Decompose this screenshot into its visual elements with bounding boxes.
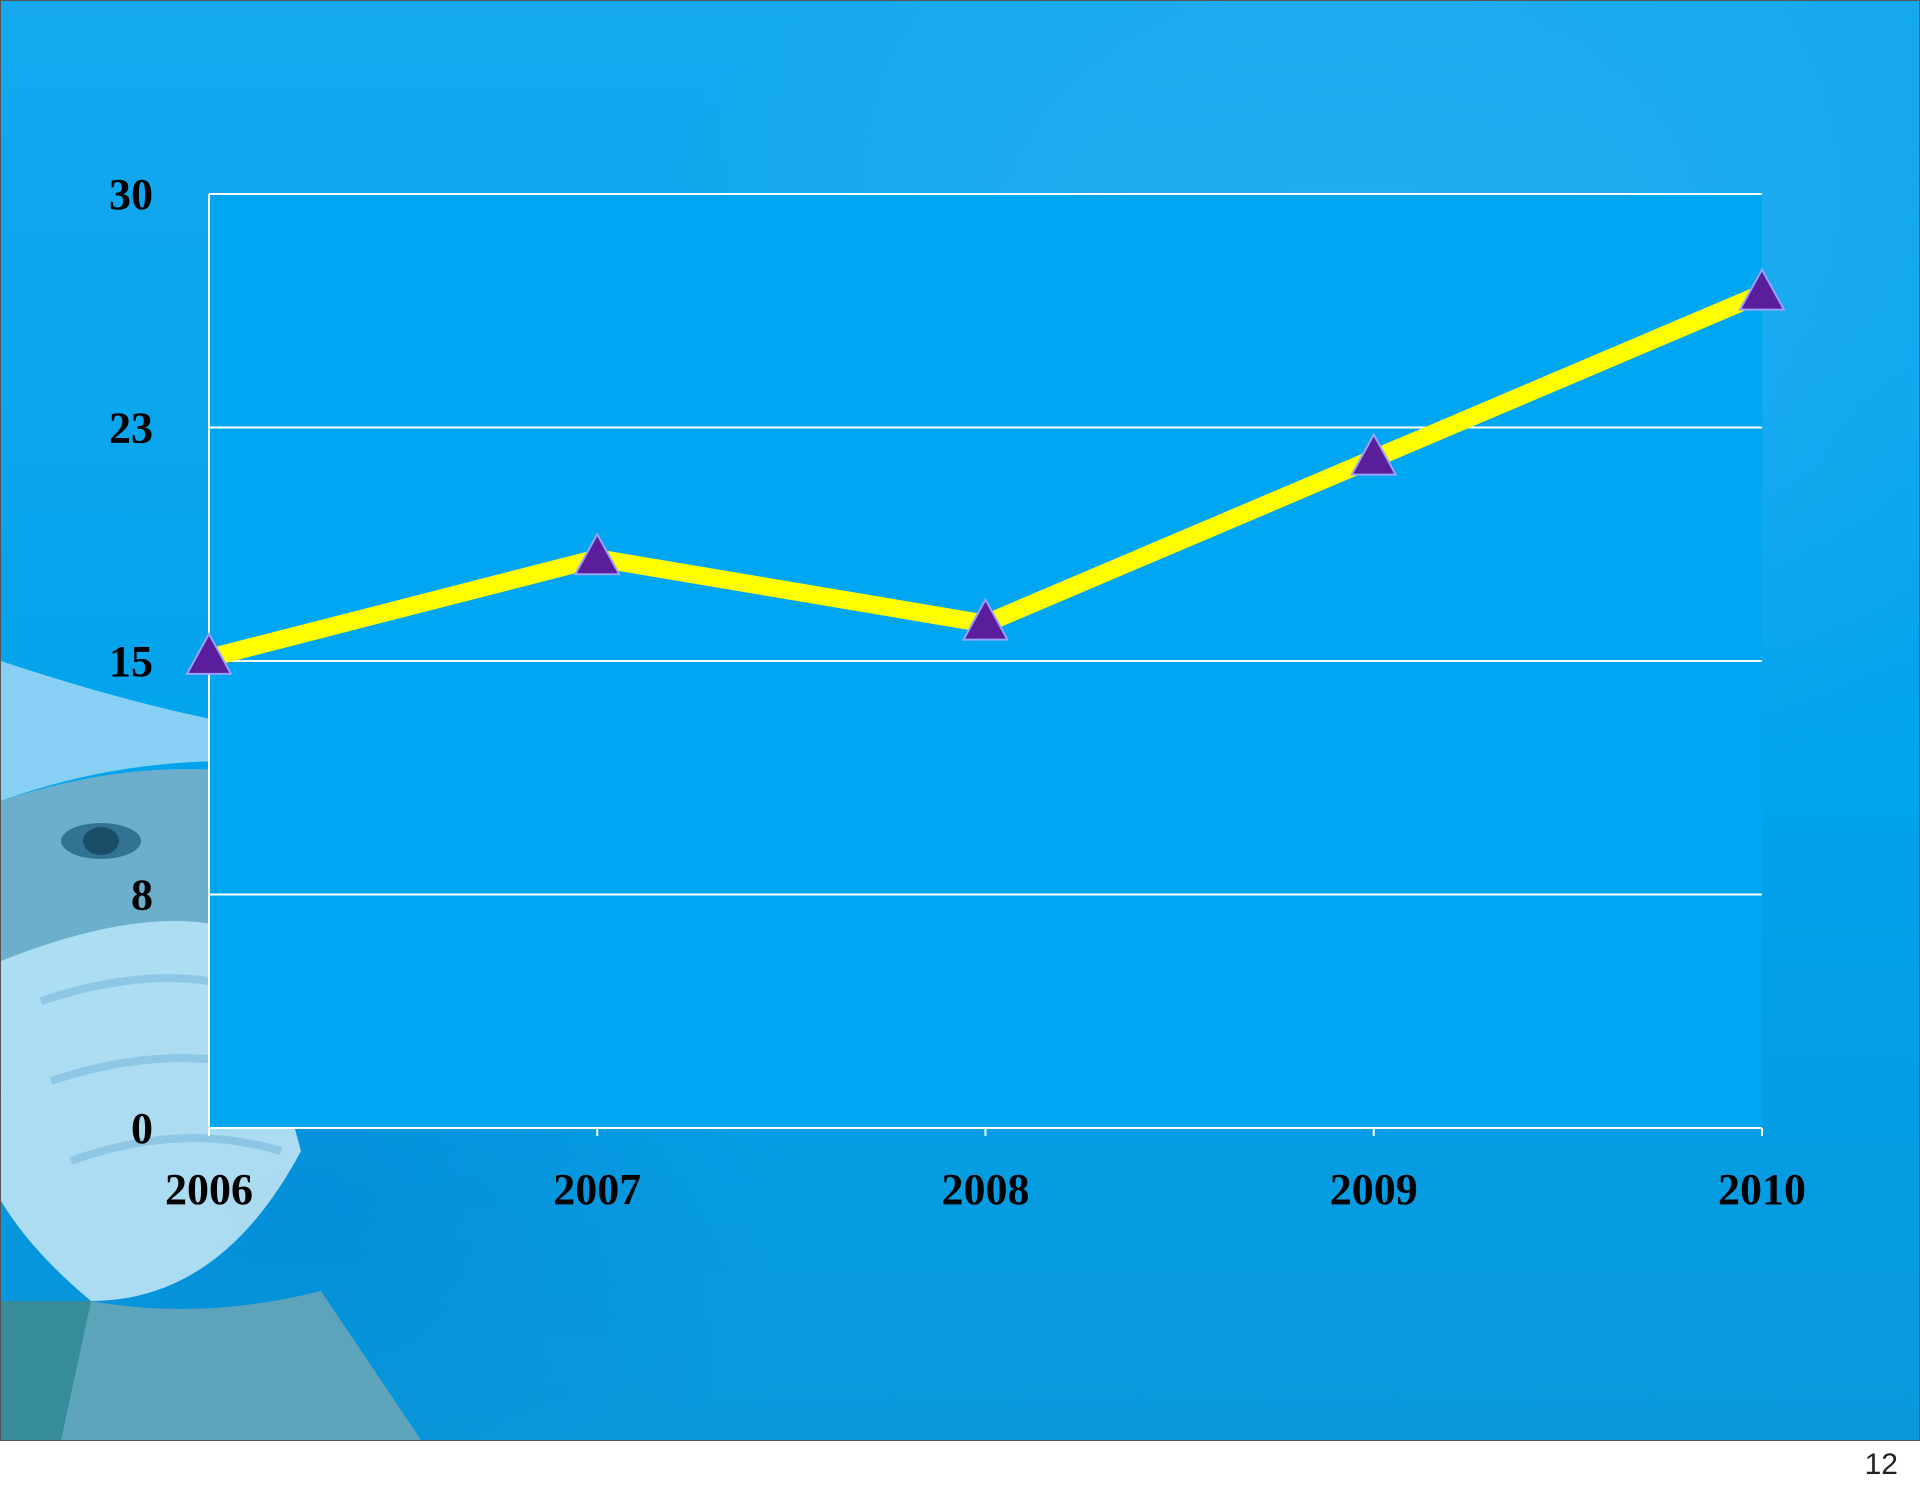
- markers: [185, 267, 1786, 675]
- y-tick-label: 30: [109, 170, 153, 219]
- x-tick-label: 2008: [942, 1165, 1030, 1214]
- data-point-marker: [1350, 432, 1398, 476]
- x-tick-label: 2007: [553, 1165, 641, 1214]
- gridlines: [209, 193, 1762, 896]
- background-photo-surgeon: [1, 661, 421, 1440]
- data-point-marker: [573, 532, 621, 576]
- y-axis-tick-labels: 0 8 15 23 30: [109, 170, 153, 1153]
- x-axis-tick-labels: 2006 2007 2008 2009 2010: [165, 1165, 1806, 1214]
- x-tick-label: 2006: [165, 1165, 253, 1214]
- data-point-marker: [961, 597, 1010, 641]
- y-tick-label: 15: [109, 637, 153, 686]
- x-tick-label: 2010: [1718, 1165, 1806, 1214]
- x-tick-label: 2009: [1330, 1165, 1418, 1214]
- slide: 0 8 15 23 30 2006 2007 2008 2009 2010: [0, 0, 1920, 1441]
- y-tick-label: 0: [131, 1104, 153, 1153]
- y-tick-label: 8: [131, 871, 153, 920]
- data-point-marker: [1738, 267, 1786, 311]
- page-number: 12: [1864, 1448, 1898, 1481]
- data-point-marker: [185, 631, 233, 675]
- line-chart: 0 8 15 23 30 2006 2007 2008 2009 2010: [109, 170, 1806, 1214]
- y-tick-label: 23: [109, 404, 153, 453]
